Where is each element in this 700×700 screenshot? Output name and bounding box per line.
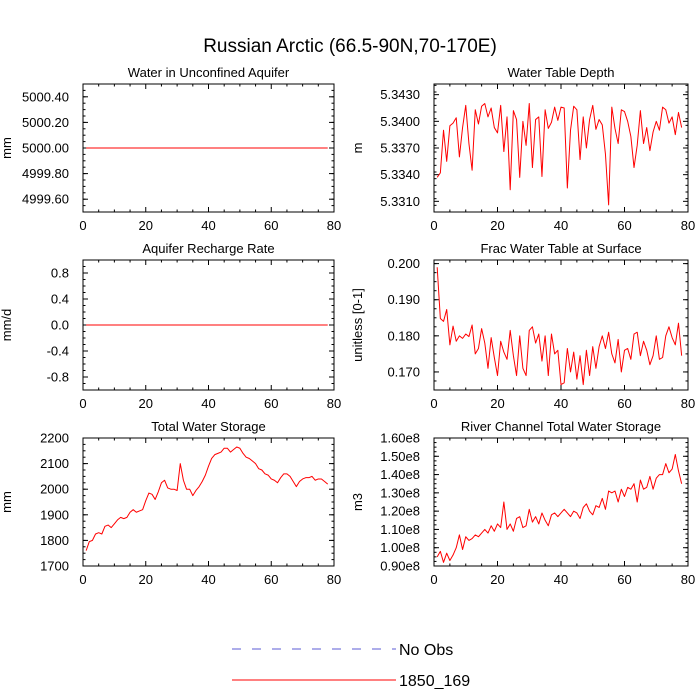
panel-water-table-depth: Water Table Depth m 0 20 40 60 80 5.3310 5.3340 5… [350,65,695,233]
x-tick-label: 60 [617,396,631,411]
x-tick-label: 80 [327,218,341,233]
plot-frame [433,83,689,213]
y-tick-label: 1.40e8 [380,467,420,482]
panel-recharge-rate: Aquifer Recharge Rate mm/d 0 20 40 60 80 -0.8 -0… [0,241,341,411]
x-tick-label: 40 [201,572,215,587]
panel-title: Water in Unconfined Aquifer [128,65,290,80]
y-tick-label: 5.3370 [380,141,420,156]
panels-group: Water in Unconfined Aquifer mm 0 20 40 60 80 49… [0,65,695,587]
x-tick-label: 20 [490,572,504,587]
x-tick-label: 0 [79,396,86,411]
y-tick-label: 0.170 [387,364,420,379]
x-tick-label: 60 [264,218,278,233]
series-line-1850_169 [436,453,683,563]
y-tick-label: 1.30e8 [380,485,420,500]
y-tick-label: 1.60e8 [380,431,420,446]
x-tick-label: 40 [554,396,568,411]
plot-frame [433,259,689,391]
x-tick-label: 80 [681,218,695,233]
y-axis-label: mm/d [0,309,14,342]
series-line-1850_169 [436,103,683,206]
y-tick-label: -0.4 [47,344,69,359]
y-tick-label: 1.10e8 [380,522,420,537]
y-tick-label: 2000 [40,482,69,497]
x-tick-label: 80 [327,396,341,411]
y-tick-label: 0.190 [387,292,420,307]
y-tick-label: 5.3430 [380,87,420,102]
y-tick-label: 0.0 [51,318,69,333]
legend-no-obs-label: No Obs [399,642,453,659]
panel-title: Frac Water Table at Surface [480,241,641,256]
y-tick-label: 1.50e8 [380,449,420,464]
y-tick-label: 0.180 [387,328,420,343]
y-tick-label: 4999.60 [22,192,69,207]
x-tick-label: 80 [327,572,341,587]
panel-river-storage: River Channel Total Water Storage m3 0 20 40… [350,419,695,587]
y-tick-label: 4999.80 [22,166,69,181]
legend-run-label: 1850_169 [399,673,470,690]
x-tick-label: 60 [617,218,631,233]
y-tick-label: 2200 [40,431,69,446]
x-tick-label: 40 [554,572,568,587]
x-tick-label: 0 [430,396,437,411]
y-axis-label: m3 [350,493,365,511]
y-axis-label: unitless [0-1] [350,288,365,362]
y-tick-label: 5.3340 [380,167,420,182]
x-tick-label: 80 [681,396,695,411]
plot-frame [82,437,335,567]
x-tick-label: 60 [264,396,278,411]
panel-frac-water-table: Frac Water Table at Surface unitless [0-1… [350,241,695,411]
y-tick-label: 2100 [40,456,69,471]
y-tick-label: 1900 [40,507,69,522]
plot-frame [433,437,689,567]
y-tick-label: 1700 [40,559,69,574]
y-tick-label: 1800 [40,533,69,548]
panel-title: River Channel Total Water Storage [461,419,661,434]
x-tick-label: 60 [264,572,278,587]
y-tick-label: 5000.40 [22,89,69,104]
panel-title: Water Table Depth [508,65,615,80]
y-tick-label: 0.8 [51,266,69,281]
series-line-1850_169 [436,267,683,386]
y-tick-label: 1.20e8 [380,504,420,519]
y-axis-label: m [350,143,365,154]
x-tick-label: 20 [490,396,504,411]
y-tick-label: 0.90e8 [380,559,420,574]
plot-frame [82,83,335,213]
y-axis-label: mm [0,137,14,159]
x-tick-label: 20 [490,218,504,233]
x-tick-label: 0 [79,572,86,587]
figure-title: Russian Arctic (66.5-90N,70-170E) [203,36,497,57]
panel-aquifer-water: Water in Unconfined Aquifer mm 0 20 40 60 80 49… [0,65,341,233]
y-tick-label: 0.4 [51,292,69,307]
x-tick-label: 60 [617,572,631,587]
panel-title: Aquifer Recharge Rate [142,241,274,256]
y-tick-label: 1.00e8 [380,540,420,555]
series-line-1850_169 [85,446,329,551]
x-tick-label: 0 [430,572,437,587]
y-tick-label: 5.3400 [380,114,420,129]
y-tick-label: 5000.20 [22,115,69,130]
x-tick-label: 40 [201,396,215,411]
y-tick-label: 5000.00 [22,141,69,156]
legend: No Obs 1850_169 [232,642,470,690]
y-axis-label: mm [0,491,14,513]
panel-title: Total Water Storage [151,419,265,434]
plot-frame [82,259,335,391]
y-tick-label: 5.3310 [380,194,420,209]
x-tick-label: 80 [681,572,695,587]
x-tick-label: 40 [201,218,215,233]
x-tick-label: 0 [430,218,437,233]
panel-total-water-storage: Total Water Storage mm 0 20 40 60 80 1700 1800 19… [0,419,341,587]
x-tick-label: 20 [139,572,153,587]
x-tick-label: 20 [139,218,153,233]
y-tick-label: 0.200 [387,256,420,271]
x-tick-label: 0 [79,218,86,233]
y-tick-label: -0.8 [47,370,69,385]
x-tick-label: 20 [139,396,153,411]
x-tick-label: 40 [554,218,568,233]
